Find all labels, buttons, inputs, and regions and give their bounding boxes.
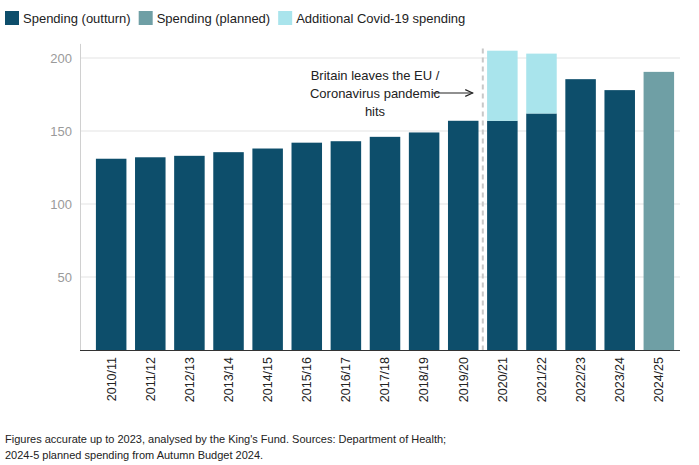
divider-line [482, 48, 484, 350]
annotation-text: Coronavirus pandemic [310, 86, 441, 101]
x-tick: 2024/25 [652, 350, 666, 402]
legend-swatch [5, 11, 19, 25]
annotation-text: hits [365, 104, 386, 119]
x-tick: 2019/20 [457, 350, 471, 402]
x-tick: 2022/23 [574, 350, 588, 402]
bar [565, 79, 596, 350]
bar [409, 132, 440, 350]
bar [448, 121, 479, 350]
legend-swatch [139, 11, 153, 25]
legend-label: Spending (planned) [157, 11, 270, 26]
legend-label: Spending (outturn) [23, 11, 131, 26]
x-tick: 2018/19 [417, 350, 431, 402]
x-tick-label: 2020/21 [496, 357, 510, 402]
x-tick-label: 2024/25 [652, 357, 666, 402]
bar [331, 141, 362, 350]
bar [96, 159, 127, 350]
x-tick-label: 2023/24 [613, 357, 627, 402]
bar [487, 121, 518, 350]
x-tick-label: 2011/12 [144, 357, 158, 401]
y-axis: 50 100 150 200 [50, 44, 80, 351]
grid-line [80, 58, 680, 59]
x-tick: 2020/21 [496, 350, 510, 402]
bar [604, 90, 635, 350]
y-tick: 200 [50, 51, 80, 66]
caption: Figures accurate up to 2023, analysed by… [5, 433, 446, 461]
y-tick: 100 [50, 197, 80, 212]
y-axis-line [80, 44, 81, 351]
x-tick-label: 2018/19 [417, 357, 431, 402]
y-tick-label: 200 [50, 51, 72, 66]
x-tick: 2014/15 [261, 350, 275, 402]
annotation-arrow [433, 92, 473, 93]
bar [526, 54, 557, 114]
x-tick: 2015/16 [300, 350, 314, 402]
x-tick-label: 2015/16 [300, 357, 314, 402]
bar [252, 149, 283, 350]
y-tick-label: 50 [58, 270, 72, 285]
x-tick: 2013/14 [222, 350, 236, 402]
chart: 501001502002010/112011/122012/132013/142… [0, 0, 699, 465]
x-tick-label: 2013/14 [222, 357, 236, 402]
bars [96, 51, 674, 350]
y-tick: 150 [50, 124, 80, 139]
x-tick-label: 2016/17 [339, 357, 353, 402]
y-tick: 50 [58, 270, 80, 285]
bar [526, 113, 557, 350]
x-axis: 2010/11 2011/12 2012/13 2013/14 2014/15 2015/… [80, 350, 680, 402]
x-tick-label: 2019/20 [457, 357, 471, 402]
x-tick: 2010/11 [105, 350, 119, 401]
annotation-text: Britain leaves the EU / [311, 68, 440, 83]
x-tick: 2023/24 [613, 350, 627, 402]
x-tick: 2021/22 [535, 350, 549, 402]
y-tick-label: 150 [50, 124, 72, 139]
x-tick-label: 2021/22 [535, 357, 549, 402]
bar [370, 137, 401, 350]
caption-text: 2024-5 planned spending from Autumn Budg… [5, 449, 263, 461]
legend-label: Additional Covid-19 spending [296, 11, 465, 26]
bar [487, 51, 518, 121]
bar [644, 72, 675, 350]
x-tick: 2016/17 [339, 350, 353, 402]
x-tick-label: 2010/11 [105, 357, 119, 401]
caption-text: Figures accurate up to 2023, analysed by… [5, 433, 446, 445]
x-tick-label: 2014/15 [261, 357, 275, 402]
y-tick-label: 100 [50, 197, 72, 212]
annotation: Britain leaves the EU / Coronavirus pande… [310, 68, 441, 119]
x-tick-label: 2022/23 [574, 357, 588, 402]
x-tick-label: 2017/18 [378, 357, 392, 402]
bar [174, 156, 205, 350]
bar [135, 157, 166, 350]
bar [213, 152, 244, 350]
x-tick-label: 2012/13 [183, 357, 197, 402]
x-tick: 2012/13 [183, 350, 197, 402]
legend-swatch [278, 11, 292, 25]
legend: Spending (outturn) Spending (planned) Addi… [5, 11, 465, 26]
x-tick: 2011/12 [144, 350, 158, 401]
x-tick: 2017/18 [378, 350, 392, 402]
x-axis-line [80, 350, 680, 351]
bar [292, 143, 323, 350]
